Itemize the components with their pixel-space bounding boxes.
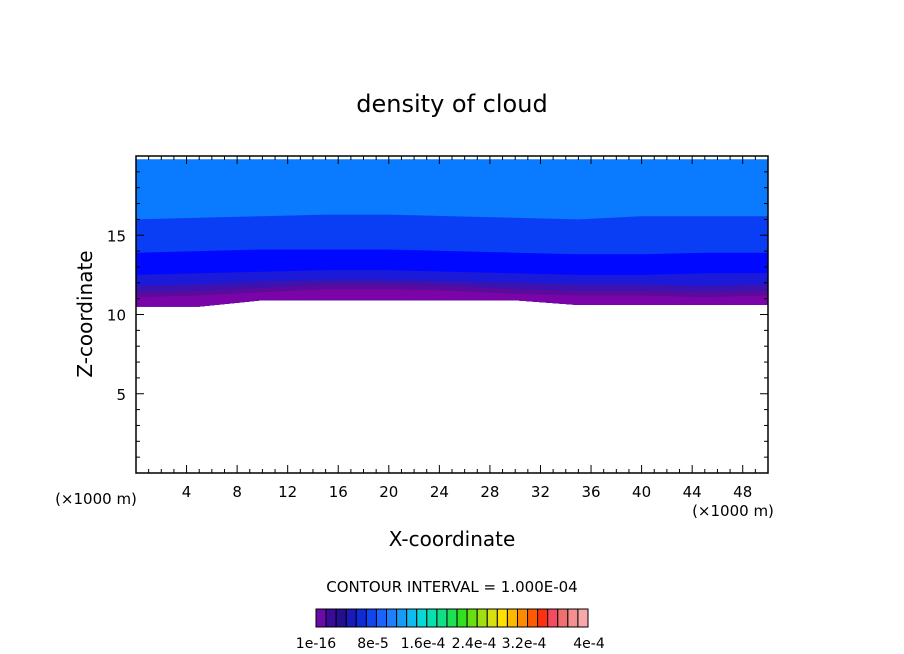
x-tick-label: 32: [531, 483, 550, 501]
colorbar-swatch: [365, 608, 377, 628]
colorbar-label: 8e-5: [357, 636, 388, 652]
colorbar-swatch: [446, 608, 458, 628]
colorbar-swatch: [416, 608, 428, 628]
colorbar-swatch: [456, 608, 468, 628]
colorbar-label: 2.4e-4: [452, 636, 497, 652]
colorbar-swatch: [466, 608, 478, 628]
x-tick-label: 28: [480, 483, 499, 501]
colorbar-swatch: [516, 608, 529, 628]
colorbar-swatch: [355, 608, 367, 628]
colorbar-label: 1.6e-4: [401, 636, 446, 652]
colorbar-label: 4e-4: [573, 636, 605, 652]
x-unit-right: (×1000 m): [692, 502, 774, 520]
colorbar-swatch: [476, 608, 488, 628]
colorbar-swatch: [375, 608, 388, 628]
y-axis-ticks: 5 10 15: [107, 171, 768, 458]
colorbar-swatch: [567, 608, 579, 628]
colorbar-swatch: [325, 608, 337, 628]
x-tick-label: 48: [733, 483, 752, 501]
chart-title: density of cloud: [356, 90, 547, 118]
y-tick-label: 10: [107, 307, 126, 325]
colorbar-swatch: [486, 608, 498, 628]
x-tick-label: 44: [683, 483, 702, 501]
contour-interval-label: CONTOUR INTERVAL = 1.000E-04: [326, 578, 577, 596]
x-tick-label: 16: [329, 483, 348, 501]
colorbar-label: 1e-16: [296, 636, 336, 652]
colorbar-labels: 1e-16 8e-5 1.6e-4 2.4e-4 3.2e-4 4e-4: [296, 636, 605, 652]
contour-band-0: [136, 289, 768, 307]
x-tick-label: 40: [632, 483, 651, 501]
x-tick-label: 36: [581, 483, 600, 501]
y-axis-label: Z-coordinate: [73, 250, 97, 377]
colorbar-swatch: [396, 608, 408, 628]
colorbar-swatch: [527, 608, 539, 628]
x-unit-left: (×1000 m): [55, 490, 137, 508]
colorbar-swatch: [557, 608, 569, 628]
colorbar: [315, 608, 589, 628]
x-tick-label: 12: [278, 483, 297, 501]
colorbar-swatch: [345, 608, 357, 628]
colorbar-swatch: [315, 608, 327, 628]
x-axis-ticks: 4 8 12 16 20 24 28 32 36 40 44 48: [148, 156, 756, 501]
colorbar-swatch: [506, 608, 518, 628]
colorbar-swatch: [547, 608, 559, 628]
colorbar-swatch: [496, 608, 508, 628]
plot-area: [136, 159, 768, 307]
colorbar-swatch: [436, 608, 448, 628]
colorbar-label: 3.2e-4: [502, 636, 547, 652]
colorbar-swatch: [426, 608, 438, 628]
colorbar-swatch: [577, 608, 589, 628]
colorbar-swatch: [386, 608, 398, 628]
x-axis-label: X-coordinate: [389, 527, 516, 551]
x-tick-label: 8: [232, 483, 242, 501]
x-tick-label: 24: [430, 483, 449, 501]
colorbar-swatch: [537, 608, 549, 628]
y-tick-label: 5: [116, 386, 126, 404]
x-tick-label: 20: [379, 483, 398, 501]
x-tick-label: 4: [182, 483, 192, 501]
y-tick-label: 15: [107, 227, 126, 245]
colorbar-swatch: [335, 608, 347, 628]
colorbar-swatch: [406, 608, 418, 628]
